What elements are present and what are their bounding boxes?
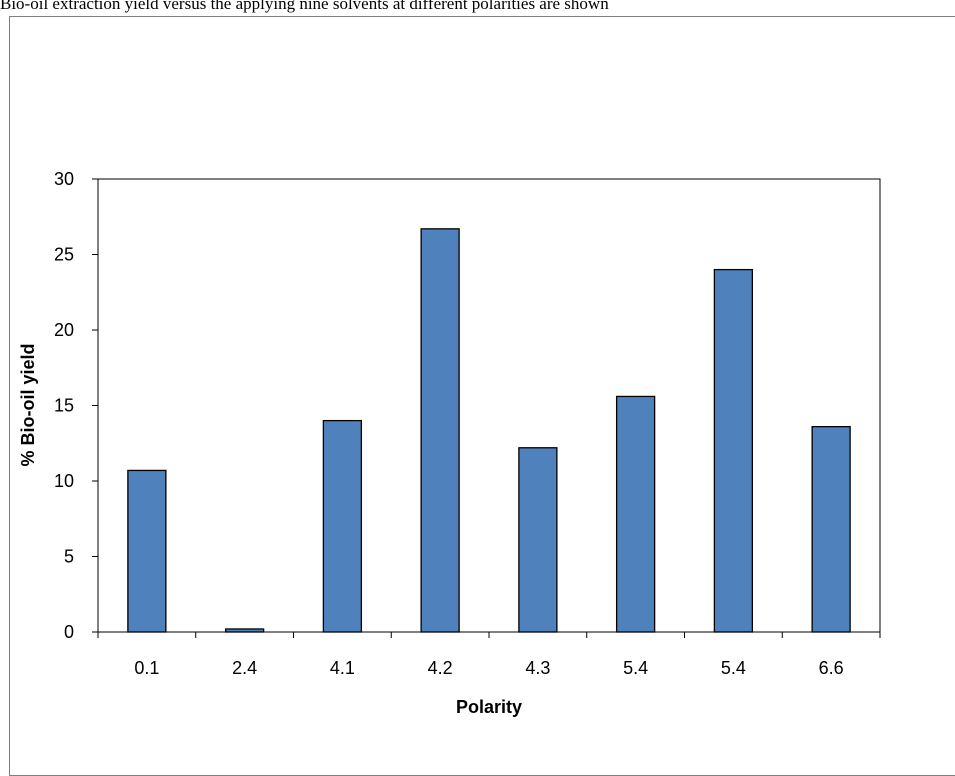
y-tick-label: 10 [54,471,74,491]
x-tick-label: 4.2 [428,658,453,678]
y-tick-label: 20 [54,320,74,340]
y-tick-label: 25 [54,245,74,265]
bar [322,419,363,633]
bar [615,395,656,633]
bar [127,469,167,633]
bar [224,628,265,633]
bar [713,268,754,633]
x-tick-label: 5.4 [721,658,746,678]
bar [518,447,558,633]
plot-area: 0 5 10 15 20 25 30 0.1 2.4 4.1 4.2 4.3 5.4 5.4 6.6 [54,169,881,678]
x-tick-label: 4.1 [330,658,355,678]
x-axis-title: Polarity [456,697,522,717]
plot-border [97,178,881,633]
figure-caption: Bio-oil extraction yield versus the appl… [0,0,609,13]
x-tick-label: 2.4 [232,658,257,678]
y-tick-label: 15 [54,396,74,416]
x-tick-label: 5.4 [623,658,648,678]
y-tick-label: 0 [64,622,74,642]
x-tick-label: 4.3 [525,658,550,678]
x-tick-label: 0.1 [134,658,159,678]
x-tick-label: 6.6 [819,658,844,678]
bar [420,228,460,633]
y-axis-title: % Bio-oil yield [18,343,38,466]
bar [811,425,851,633]
y-tick-label: 30 [54,169,74,189]
y-tick-label: 5 [64,547,74,567]
